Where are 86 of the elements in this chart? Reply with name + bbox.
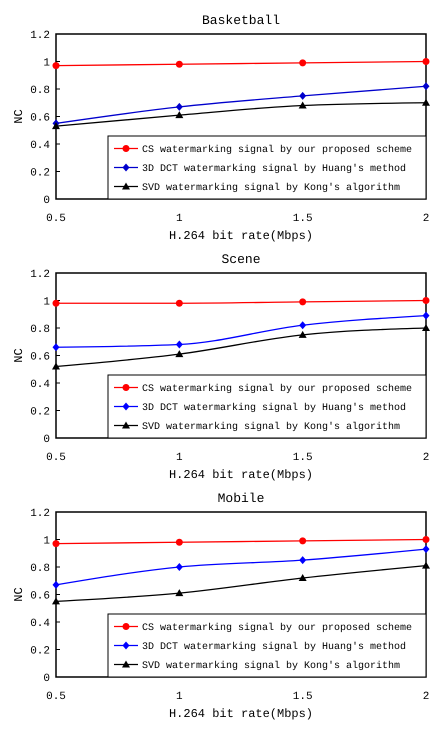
y-tick-label: 0.4 <box>30 140 50 152</box>
legend-label: CS watermarking signal by our proposed scheme <box>142 144 412 156</box>
y-tick-label: 0 <box>43 434 50 446</box>
point <box>176 102 183 111</box>
y-tick-label: 0.4 <box>30 378 50 391</box>
x-tick-label: 1 <box>176 691 184 703</box>
point <box>422 98 430 106</box>
x-tick-label: 2 <box>422 213 430 225</box>
y-axis-title: NC <box>12 109 26 124</box>
x-tick-label: 0.5 <box>46 452 66 464</box>
legend-label: CS watermarking signal by our proposed scheme <box>142 622 412 634</box>
point <box>52 300 60 307</box>
x-axis-title: H.264 bit rate(Mbps) <box>168 468 314 482</box>
point <box>175 350 184 358</box>
y-tick-label: 0.6 <box>30 590 50 602</box>
x-axis-title: H.264 bit rate(Mbps) <box>168 707 314 721</box>
x-tick-label: 1.5 <box>292 691 313 703</box>
point <box>422 82 430 90</box>
x-tick-label: 0.5 <box>46 213 66 225</box>
point <box>422 536 430 543</box>
point <box>176 300 183 307</box>
point <box>176 340 183 348</box>
point <box>422 58 430 65</box>
point <box>52 362 60 370</box>
x-tick-label: 1.5 <box>292 452 313 464</box>
point <box>298 330 307 338</box>
point <box>298 574 307 581</box>
point <box>298 102 307 108</box>
point <box>175 589 184 596</box>
point <box>299 321 306 330</box>
y-tick-label: 0.2 <box>30 645 50 658</box>
legend-label: SVD watermarking signal by Kong's algorithm <box>142 182 400 194</box>
point <box>299 298 306 306</box>
point <box>52 122 60 130</box>
x-tick-label: 1.5 <box>292 213 313 225</box>
legend-label: 3D DCT watermarking signal by Huang's method <box>142 163 406 175</box>
y-tick-label: 0.6 <box>30 112 50 124</box>
point <box>52 540 60 548</box>
x-tick-label: 0.5 <box>46 691 66 703</box>
y-tick-label: 1 <box>43 296 50 308</box>
y-tick-label: 0.8 <box>30 84 50 97</box>
point <box>52 343 60 352</box>
legend-label: 3D DCT watermarking signal by Huang's method <box>142 641 406 653</box>
point <box>52 62 60 70</box>
y-tick-label: 1.2 <box>30 268 50 281</box>
chart-title: Mobile <box>218 491 264 506</box>
chart-title: Basketball <box>202 13 280 28</box>
point <box>299 59 306 66</box>
y-tick-label: 0.6 <box>30 351 50 364</box>
y-tick-label: 0.4 <box>30 618 50 630</box>
y-tick-label: 0.2 <box>30 406 50 418</box>
point <box>422 562 430 569</box>
x-tick-label: 2 <box>422 691 430 703</box>
y-tick-label: 1 <box>43 535 50 548</box>
legend-label: 3D DCT watermarking signal by Huang's method <box>142 402 406 414</box>
x-tick-label: 1 <box>176 213 184 225</box>
chart-title: Scene <box>221 252 261 267</box>
x-tick-label: 2 <box>422 452 430 464</box>
point <box>422 297 430 304</box>
point <box>52 597 60 604</box>
y-tick-label: 1 <box>43 57 50 70</box>
point <box>299 556 306 564</box>
point <box>299 92 306 100</box>
point <box>422 324 430 331</box>
x-tick-label: 1 <box>176 452 184 464</box>
legend-label: SVD watermarking signal by Kong's algorithm <box>142 660 400 672</box>
y-axis-title: NC <box>12 348 26 363</box>
x-axis-title: H.264 bit rate(Mbps) <box>168 229 314 243</box>
point <box>299 537 306 544</box>
y-tick-label: 1.2 <box>30 30 50 42</box>
point <box>422 545 430 554</box>
point <box>176 538 183 546</box>
point <box>175 111 184 118</box>
y-tick-label: 0.8 <box>30 562 50 575</box>
legend-label: CS watermarking signal by our proposed scheme <box>142 383 412 395</box>
legend-label: SVD watermarking signal by Kong's algorithm <box>142 421 400 433</box>
point <box>176 60 183 68</box>
point <box>176 563 183 571</box>
y-tick-label: 0 <box>43 194 50 207</box>
point <box>422 312 430 320</box>
y-axis-title: NC <box>12 587 26 602</box>
y-tick-label: 0.2 <box>30 167 50 180</box>
y-tick-label: 0.8 <box>30 324 50 336</box>
y-tick-label: 1.2 <box>30 508 50 520</box>
y-tick-label: 0 <box>43 672 50 685</box>
point <box>52 580 60 589</box>
